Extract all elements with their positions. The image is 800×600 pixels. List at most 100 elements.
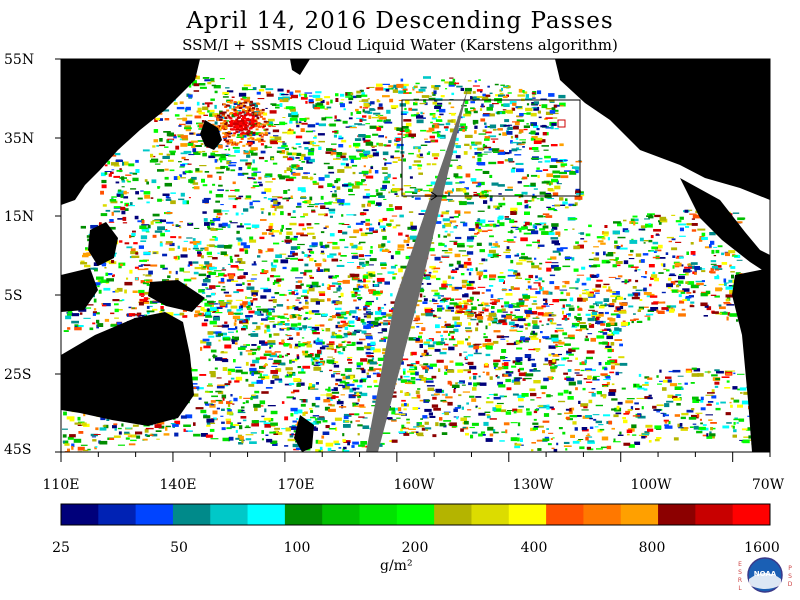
cloud-pixel [588, 391, 594, 393]
cloud-pixel [143, 251, 151, 255]
cloud-pixel [472, 85, 480, 87]
cloud-pixel [331, 282, 338, 285]
cloud-pixel [392, 184, 395, 186]
cloud-pixel [490, 294, 494, 298]
cloud-pixel [290, 323, 298, 327]
cloud-pixel [547, 376, 554, 380]
cloud-pixel [355, 246, 363, 250]
cloud-pixel [557, 183, 562, 185]
cloud-pixel [118, 265, 122, 269]
cloud-pixel [500, 338, 506, 340]
cloud-pixel [435, 221, 442, 224]
cloud-pixel [531, 449, 534, 452]
cloud-pixel [436, 133, 441, 138]
cloud-pixel [403, 240, 410, 243]
cloud-pixel [328, 201, 333, 203]
cloud-pixel [390, 265, 396, 269]
cloud-pixel [109, 199, 117, 202]
cloud-pixel [312, 415, 320, 417]
cloud-pixel [215, 194, 224, 198]
cloud-pixel [539, 228, 546, 231]
cloud-pixel [597, 429, 603, 433]
cloud-pixel [220, 160, 223, 163]
cloud-pixel [107, 226, 116, 230]
cloud-pixel [472, 291, 480, 295]
cloud-pixel [545, 337, 553, 340]
cloud-pixel [343, 332, 351, 336]
cloud-pixel [424, 141, 431, 143]
cloud-pixel [533, 188, 538, 190]
cloud-pixel [505, 371, 514, 374]
cloud-pixel [468, 382, 472, 386]
cloud-pixel [725, 298, 730, 302]
cloud-pixel [425, 365, 433, 370]
cloud-pixel [263, 197, 267, 199]
cloud-pixel [432, 93, 436, 96]
cloud-pixel [207, 331, 214, 335]
cloud-pixel [674, 280, 682, 283]
cloud-pixel [507, 126, 513, 130]
cloud-pixel [633, 318, 639, 320]
cloud-pixel [302, 289, 309, 293]
cloud-pixel [238, 92, 247, 97]
cloud-pixel [181, 156, 186, 160]
cloud-pixel [711, 389, 715, 393]
cloud-pixel [267, 342, 276, 345]
cloud-pixel [442, 280, 447, 284]
cloud-pixel [499, 92, 504, 95]
cloud-pixel [533, 106, 540, 111]
cloud-pixel [667, 277, 672, 281]
cloud-pixel [511, 141, 518, 144]
cloud-pixel [523, 125, 530, 128]
cloud-pixel [268, 309, 272, 312]
cloud-pixel [360, 94, 368, 97]
cloud-pixel [423, 99, 427, 103]
cloud-pixel [726, 380, 730, 383]
cloud-pixel [359, 118, 363, 122]
cloud-pixel [102, 204, 107, 207]
cloud-pixel [433, 314, 437, 317]
cloud-pixel [138, 289, 145, 294]
cloud-pixel [183, 428, 186, 432]
cloud-pixel [535, 137, 543, 141]
cloud-pixel [383, 144, 387, 147]
cloud-pixel [534, 409, 539, 412]
cloud-pixel [302, 325, 308, 329]
cloud-pixel [230, 305, 238, 309]
cloud-pixel [170, 152, 176, 156]
cloud-pixel [324, 244, 330, 248]
cloud-pixel [188, 223, 192, 224]
cloud-pixel [288, 197, 291, 199]
cloud-pixel [467, 236, 475, 240]
cloud-pixel [448, 82, 456, 86]
cloud-pixel [334, 361, 339, 364]
cloud-pixel [269, 346, 272, 349]
cloud-pixel [504, 189, 513, 191]
cloud-pixel [382, 351, 388, 355]
cloud-pixel [128, 163, 135, 167]
cloud-pixel [116, 194, 121, 197]
cloud-pixel [375, 323, 382, 326]
cloud-pixel [245, 317, 250, 321]
cloud-pixel [319, 358, 324, 360]
cloud-pixel [307, 124, 316, 128]
cloud-pixel [542, 290, 549, 295]
cloud-pixel [547, 198, 555, 200]
cloud-pixel [552, 226, 558, 230]
cloud-pixel [635, 279, 639, 283]
cloud-pixel [324, 96, 331, 99]
cloud-pixel [402, 368, 406, 373]
cloud-pixel [324, 202, 332, 205]
cloud-pixel [424, 274, 431, 277]
cloud-pixel [99, 222, 102, 226]
cloud-pixel [357, 398, 360, 402]
cloud-pixel [246, 305, 250, 309]
cloud-pixel [590, 337, 596, 342]
cloud-pixel [732, 434, 737, 438]
cloud-pixel [205, 287, 209, 289]
cloud-pixel [235, 437, 242, 440]
cloud-pixel [221, 226, 226, 228]
cloud-pixel [585, 233, 591, 237]
cloud-pixel [277, 368, 282, 372]
cloud-pixel [522, 305, 528, 307]
